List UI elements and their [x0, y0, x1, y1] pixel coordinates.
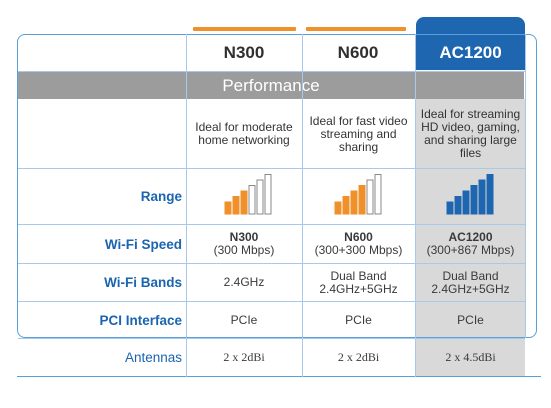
signal-bar — [232, 196, 240, 215]
ac1200-header-tab — [416, 17, 525, 70]
speed-value: (300+867 Mbps) — [426, 243, 515, 257]
signal-bar — [264, 174, 272, 215]
signal-bar — [240, 190, 248, 215]
wifi-speed-n600: N600 (300+300 Mbps) — [302, 225, 415, 263]
n300-accent-bar — [193, 27, 296, 31]
signal-bar — [462, 190, 470, 215]
signal-bars-icon-n600 — [334, 174, 382, 215]
signal-bar — [478, 179, 486, 215]
description-line: home networking — [198, 133, 290, 147]
signal-bar — [366, 179, 374, 215]
row-label-antennas: Antennas — [124, 350, 182, 365]
description-line: HD video, gaming, — [421, 120, 520, 134]
speed-model: N300 — [229, 230, 259, 244]
signal-bar — [256, 179, 264, 215]
description-line: files — [459, 146, 482, 160]
wifi-bands-n300: 2.4GHz — [186, 264, 302, 301]
signal-bar — [470, 185, 478, 215]
bands-line: 2.4GHz+5GHz — [431, 281, 510, 296]
row-label-wifi-bands: Wi-Fi Bands — [104, 275, 182, 290]
section-title-performance: Performance — [18, 72, 524, 99]
description-n300: Ideal for moderate home networking — [186, 100, 302, 168]
table-bottom-rule — [17, 376, 541, 377]
grid-hline — [18, 224, 525, 225]
speed-model: N600 — [344, 230, 373, 244]
row-label-range: Range — [140, 189, 182, 204]
signal-bar — [334, 201, 342, 215]
grid-hline — [18, 263, 525, 264]
antennas-n600: 2 x 2dBi — [337, 350, 380, 364]
description-line: Ideal for streaming — [420, 107, 521, 121]
n600-accent-bar — [306, 27, 406, 31]
column-header-n600: N600 — [337, 43, 379, 62]
signal-bars-icon-n300 — [224, 174, 272, 215]
signal-bar — [342, 196, 350, 215]
speed-value: (300+300 Mbps) — [314, 243, 403, 257]
row-label-wifi-speed: Wi-Fi Speed — [104, 236, 182, 252]
description-line: and sharing large — [424, 133, 517, 147]
speed-model: AC1200 — [448, 230, 493, 244]
description-line: sharing — [338, 139, 379, 154]
signal-bars-icon-ac1200 — [446, 174, 494, 215]
signal-bar — [446, 201, 454, 215]
grid-hline — [18, 301, 525, 302]
description-ac1200: Ideal for streaming HD video, gaming, an… — [416, 100, 525, 168]
grid-vline — [302, 34, 303, 377]
grid-vline — [525, 34, 526, 338]
wifi-speed-ac1200: AC1200 (300+867 Mbps) — [416, 225, 525, 263]
description-line: streaming and — [320, 126, 397, 141]
speed-value: (300 Mbps) — [213, 243, 275, 257]
bands-line: 2.4GHz+5GHz — [319, 281, 398, 296]
bands-line: 2.4GHz — [223, 275, 265, 289]
description-n600: Ideal for fast video streaming and shari… — [302, 100, 415, 168]
description-line: Ideal for moderate — [195, 120, 293, 134]
grid-vline — [186, 34, 187, 377]
pci-ac1200: PCIe — [457, 312, 484, 327]
signal-bar — [350, 190, 358, 215]
pci-n600: PCIe — [345, 312, 372, 327]
row-label-pci-interface: PCI Interface — [99, 312, 182, 328]
column-header-ac1200: AC1200 — [439, 43, 502, 62]
ac1200-column-shade — [416, 99, 525, 377]
signal-bar — [224, 201, 232, 215]
signal-bar — [454, 196, 462, 215]
table-frame — [17, 34, 537, 338]
grid-hline — [18, 168, 525, 169]
bands-line: Dual Band — [442, 268, 499, 283]
grid-vline — [415, 34, 416, 377]
antennas-ac1200: 2 x 4.5dBi — [445, 350, 496, 364]
antennas-n300: 2 x 2dBi — [223, 350, 265, 364]
signal-bar — [248, 185, 256, 215]
column-header-n300: N300 — [223, 43, 265, 62]
signal-bar — [486, 174, 494, 215]
pci-n300: PCIe — [230, 312, 258, 327]
signal-bar — [358, 185, 366, 215]
wifi-bands-n600: Dual Band 2.4GHz+5GHz — [302, 264, 415, 301]
wifi-bands-ac1200: Dual Band 2.4GHz+5GHz — [416, 264, 525, 301]
grid-hline — [18, 338, 525, 339]
wifi-speed-n300: N300 (300 Mbps) — [186, 225, 302, 263]
description-line: Ideal for fast video — [309, 113, 408, 128]
bands-line: Dual Band — [330, 268, 387, 283]
grid-hline — [18, 71, 525, 72]
signal-bar — [374, 174, 382, 215]
